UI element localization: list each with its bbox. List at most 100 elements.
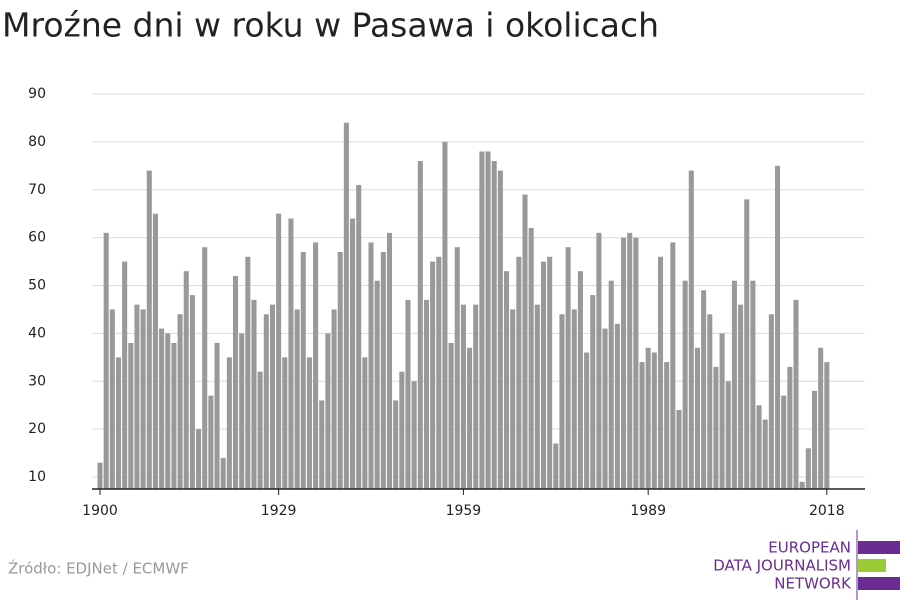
logo-text: EUROPEAN (768, 539, 851, 557)
bar (380, 252, 386, 489)
bar (805, 448, 811, 489)
bar (688, 170, 694, 489)
bar (374, 280, 380, 489)
bar (152, 213, 158, 490)
bar (442, 141, 448, 489)
bar (553, 443, 559, 489)
bar (356, 184, 362, 489)
bar (294, 309, 300, 489)
x-tick-label: 1929 (261, 503, 297, 519)
logo-text: DATA JOURNALISM (713, 557, 851, 575)
bar (467, 347, 473, 489)
y-tick-label: 10 (28, 469, 46, 485)
bar (423, 299, 429, 489)
bar (713, 366, 719, 489)
bar (257, 371, 263, 489)
bar (276, 213, 282, 490)
bar (781, 395, 787, 489)
bar (744, 199, 750, 490)
bar (750, 280, 756, 489)
x-tick-label: 1959 (446, 503, 482, 519)
bar (793, 299, 799, 489)
y-tick-label: 70 (28, 182, 46, 198)
bar (282, 357, 288, 489)
bar (559, 314, 565, 489)
bar (596, 232, 602, 489)
bar (682, 280, 688, 489)
bar (664, 362, 670, 489)
bar (177, 314, 183, 489)
bar (325, 333, 331, 489)
bar (799, 481, 805, 489)
y-tick-label: 40 (28, 325, 46, 341)
y-tick-label: 80 (28, 134, 46, 150)
bar (584, 352, 590, 489)
bar (140, 309, 146, 489)
bar (756, 405, 762, 489)
bar (528, 228, 534, 489)
bar (651, 352, 657, 489)
bar (621, 237, 627, 489)
bar (436, 256, 442, 489)
logo-block (858, 559, 886, 572)
bar (473, 304, 479, 489)
bar (645, 347, 651, 489)
bar (775, 165, 781, 489)
logo-block (858, 577, 900, 590)
bar (787, 366, 793, 489)
bar (269, 304, 275, 489)
bar (214, 342, 220, 489)
bar (479, 151, 485, 490)
bar (245, 256, 251, 489)
logo-block (858, 541, 900, 554)
bar (430, 261, 436, 489)
bar (232, 275, 239, 489)
bar (516, 256, 522, 489)
bar (300, 252, 306, 489)
bar (503, 271, 510, 489)
bar (811, 390, 818, 489)
bar (350, 218, 356, 489)
bar (571, 309, 577, 489)
bar (657, 256, 664, 489)
bar (134, 304, 140, 489)
bar (738, 304, 744, 489)
bar (146, 170, 152, 489)
bar (614, 323, 620, 489)
bar (608, 280, 614, 489)
y-tick-label: 60 (28, 230, 46, 246)
bar (306, 357, 312, 489)
bar (165, 333, 171, 489)
source: Źródło: EDJNet / ECMWF (8, 559, 189, 578)
bar (202, 247, 208, 489)
bar (707, 314, 713, 489)
y-tick-label: 90 (28, 86, 46, 102)
bar (824, 362, 830, 489)
bar (602, 328, 608, 489)
bar (331, 309, 337, 489)
bar (171, 342, 177, 489)
bar (220, 457, 226, 489)
bar (368, 242, 374, 489)
bar (343, 122, 349, 490)
bar (208, 395, 214, 489)
bar (417, 161, 423, 489)
bar (670, 242, 676, 489)
y-tick-label: 50 (28, 278, 46, 294)
bar (393, 400, 399, 489)
bar (633, 237, 639, 489)
bar (731, 280, 737, 489)
bar (122, 261, 128, 489)
x-tick-label: 2018 (809, 503, 845, 519)
x-tick-label: 1900 (82, 503, 118, 519)
bar (818, 347, 824, 489)
bar (448, 342, 454, 489)
bar (547, 256, 553, 489)
bar (676, 410, 682, 489)
bar (565, 247, 571, 489)
bar (251, 299, 257, 489)
bar (362, 357, 368, 489)
bar (534, 304, 540, 489)
bar (226, 357, 232, 489)
